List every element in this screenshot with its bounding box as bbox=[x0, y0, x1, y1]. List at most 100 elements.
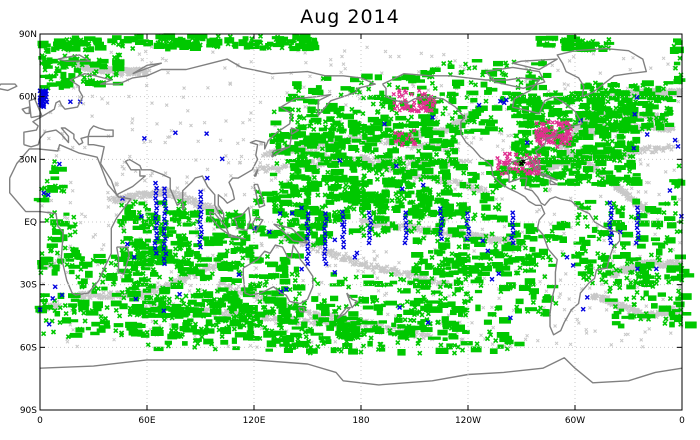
ship-track-mark bbox=[648, 66, 653, 70]
primary-obs-mark bbox=[471, 59, 483, 63]
primary-obs-mark bbox=[609, 182, 619, 186]
ship-track-mark bbox=[65, 270, 70, 275]
primary-obs-mark bbox=[485, 122, 495, 127]
primary-obs-mark bbox=[271, 109, 277, 115]
ship-track-mark bbox=[628, 67, 633, 72]
ship-track-mark bbox=[613, 186, 618, 192]
primary-obs-mark bbox=[360, 111, 366, 117]
ship-track-mark bbox=[345, 254, 350, 260]
primary-obs-mark bbox=[574, 159, 581, 165]
ship-track-mark bbox=[105, 101, 110, 105]
ship-track-mark bbox=[439, 83, 444, 88]
ship-track-mark bbox=[535, 338, 540, 343]
ship-track-mark bbox=[241, 137, 246, 142]
primary-obs-mark bbox=[557, 182, 567, 186]
ship-track-mark bbox=[223, 66, 227, 70]
ship-track-mark bbox=[342, 49, 347, 53]
ship-track-mark bbox=[211, 253, 215, 258]
ship-track-mark bbox=[467, 159, 473, 164]
ship-track-mark bbox=[550, 63, 555, 68]
primary-obs-mark bbox=[470, 97, 478, 103]
ship-track-mark bbox=[480, 227, 485, 232]
primary-obs-mark bbox=[447, 60, 453, 66]
ship-track-mark bbox=[273, 176, 278, 180]
ship-track-mark bbox=[598, 194, 603, 199]
ship-track-mark bbox=[491, 325, 496, 330]
ship-track-mark bbox=[419, 51, 424, 56]
ship-track-mark bbox=[303, 51, 307, 55]
primary-obs-mark bbox=[631, 176, 641, 183]
ship-track-mark bbox=[369, 262, 374, 267]
ship-track-mark bbox=[204, 202, 209, 207]
map-title: Aug 2014 bbox=[300, 6, 400, 28]
ship-track-mark bbox=[399, 271, 404, 277]
primary-obs-mark bbox=[433, 151, 440, 158]
ship-track-mark bbox=[568, 196, 573, 201]
ship-track-mark bbox=[235, 141, 240, 146]
ship-track-mark bbox=[241, 120, 245, 125]
ship-track-mark bbox=[447, 294, 451, 298]
ship-track-mark bbox=[653, 232, 657, 237]
primary-obs-mark bbox=[601, 170, 614, 175]
primary-obs-mark bbox=[373, 118, 384, 126]
ship-track-mark bbox=[553, 324, 557, 328]
ship-track-mark bbox=[54, 154, 59, 158]
primary-obs-mark bbox=[593, 154, 605, 161]
ship-track-mark bbox=[447, 179, 453, 184]
primary-obs-mark bbox=[470, 128, 482, 132]
primary-obs-mark bbox=[436, 192, 442, 198]
ship-track-mark bbox=[100, 96, 104, 101]
ship-track-mark bbox=[552, 212, 557, 217]
ship-track-mark bbox=[142, 140, 146, 145]
ship-track-mark bbox=[511, 308, 516, 313]
primary-obs-mark bbox=[335, 149, 342, 154]
ship-track-mark bbox=[303, 105, 308, 109]
ship-track-mark bbox=[458, 64, 463, 69]
primary-obs-mark bbox=[408, 121, 419, 128]
primary-obs-mark bbox=[374, 74, 382, 81]
primary-obs-mark bbox=[617, 140, 626, 148]
primary-obs-mark bbox=[616, 122, 624, 127]
primary-obs-mark bbox=[318, 127, 327, 132]
primary-obs-mark bbox=[668, 91, 677, 95]
ship-track-mark bbox=[456, 141, 461, 146]
ship-track-mark bbox=[544, 289, 549, 294]
primary-obs-mark bbox=[552, 108, 563, 112]
primary-obs-mark bbox=[461, 170, 467, 176]
ship-track-mark bbox=[483, 186, 488, 191]
ship-track-mark bbox=[554, 341, 559, 346]
ship-track-mark bbox=[82, 145, 87, 150]
ship-track-mark bbox=[212, 227, 216, 231]
ship-track-mark bbox=[315, 249, 320, 254]
primary-obs-mark bbox=[468, 80, 474, 86]
ship-track-mark bbox=[81, 101, 86, 106]
ship-track-mark bbox=[562, 307, 567, 312]
ship-track-mark bbox=[182, 86, 186, 90]
ship-track-mark bbox=[668, 331, 673, 335]
ship-track-mark bbox=[384, 264, 390, 269]
primary-obs-mark bbox=[616, 166, 622, 173]
ship-track-mark bbox=[591, 51, 596, 56]
primary-obs-mark bbox=[323, 109, 331, 114]
ship-track-mark bbox=[68, 180, 73, 185]
primary-obs-mark bbox=[483, 98, 489, 104]
ship-track-mark bbox=[627, 191, 633, 197]
ship-track-mark bbox=[416, 70, 421, 74]
ship-track-mark bbox=[156, 281, 160, 285]
primary-obs-mark bbox=[634, 118, 644, 122]
primary-obs-mark bbox=[497, 215, 508, 223]
ship-track-mark bbox=[352, 261, 357, 266]
primary-obs-mark bbox=[419, 200, 429, 205]
ship-track-mark bbox=[375, 276, 380, 280]
ship-track-mark bbox=[647, 327, 652, 331]
ship-track-mark bbox=[481, 305, 486, 310]
primary-obs-mark bbox=[563, 165, 569, 171]
ship-track-mark bbox=[553, 163, 559, 168]
ship-track-mark bbox=[302, 85, 306, 90]
ship-track-mark bbox=[273, 321, 278, 326]
primary-obs-mark bbox=[294, 141, 302, 147]
primary-obs-mark bbox=[446, 184, 453, 190]
ship-track-mark bbox=[333, 263, 338, 268]
primary-obs-mark bbox=[566, 178, 579, 183]
